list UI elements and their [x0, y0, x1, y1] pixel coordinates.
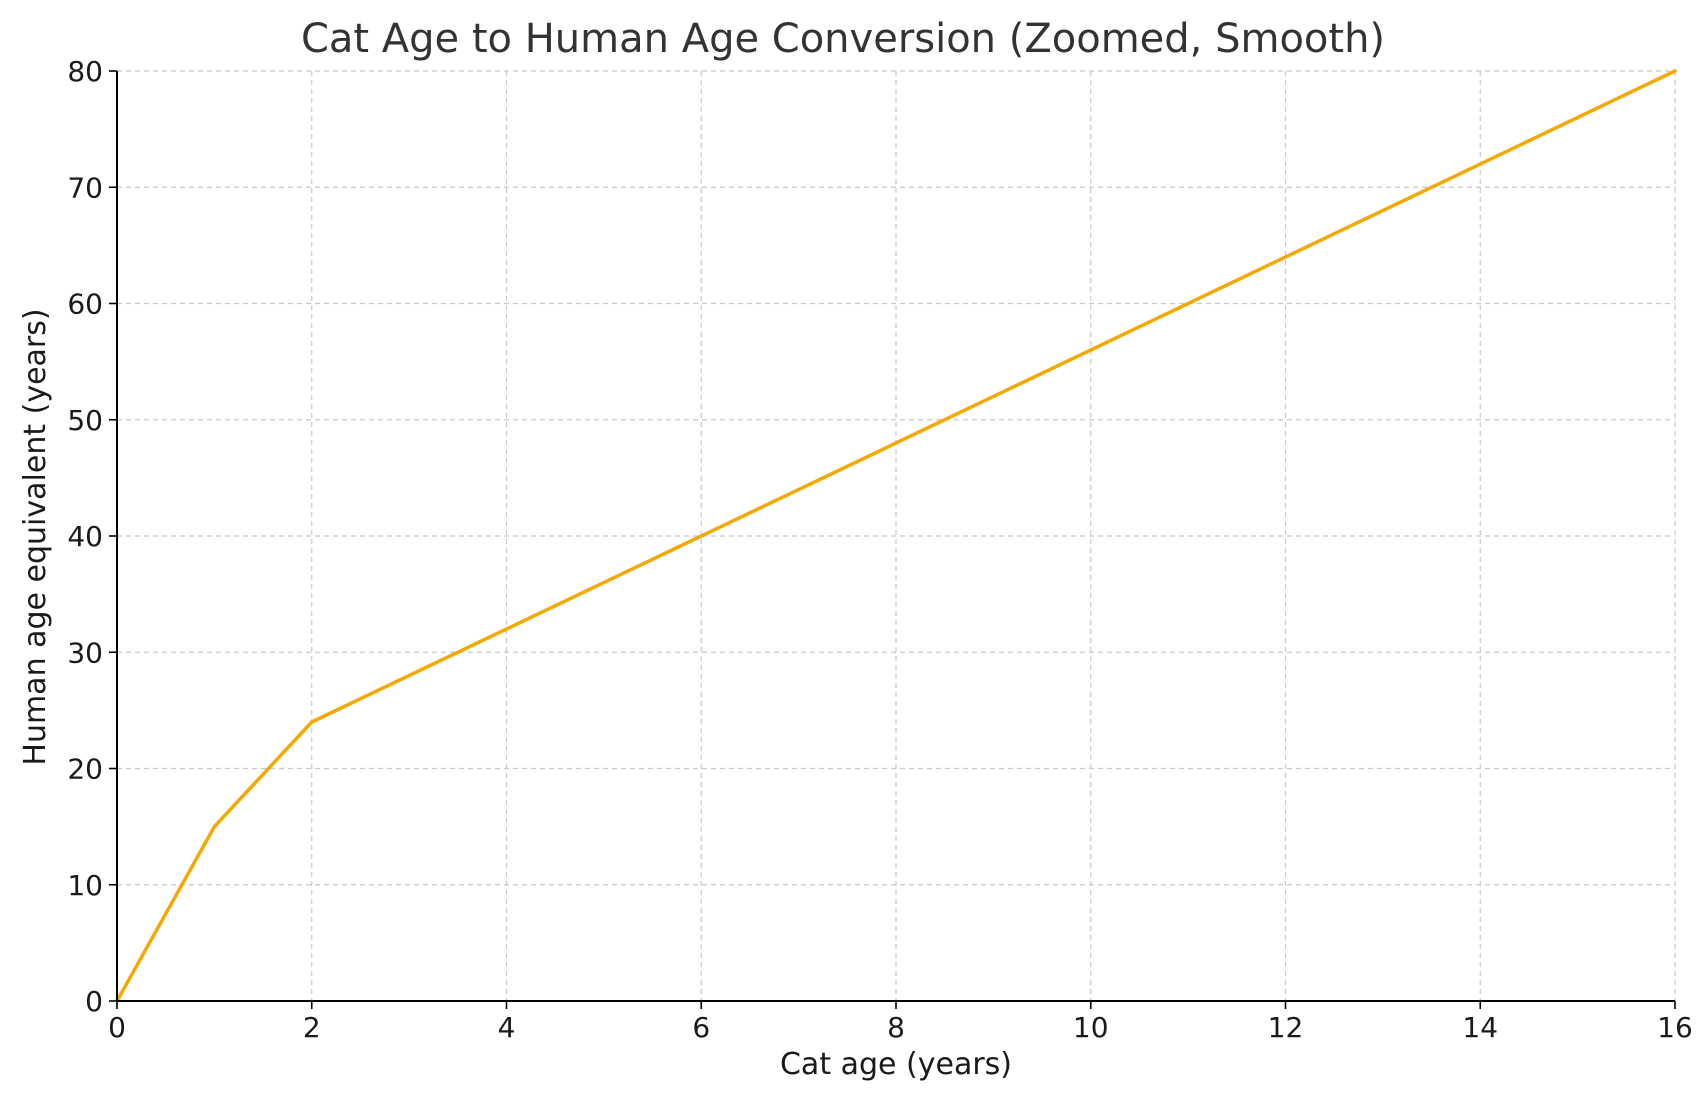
series-line-0 — [115, 69, 1677, 1003]
x-tick-label-8: 16 — [1657, 1011, 1693, 1044]
x-axis-label: Cat age (years) — [780, 1047, 1012, 1082]
chart-title: Cat Age to Human Age Conversion (Zoomed,… — [301, 16, 1385, 62]
grid — [116, 70, 1676, 1002]
x-tick-label-1: 2 — [303, 1011, 321, 1044]
x-tick-label-0: 0 — [108, 1011, 126, 1044]
x-tick-label-3: 6 — [692, 1011, 710, 1044]
x-tick-label-2: 4 — [498, 1011, 516, 1044]
x-tick-label-4: 8 — [887, 1011, 905, 1044]
y-tick-label-5: 50 — [67, 404, 103, 437]
y-tick-label-2: 20 — [67, 753, 103, 786]
y-tick-label-0: 0 — [85, 985, 103, 1018]
y-axis-label: Human age equivalent (years) — [18, 308, 53, 765]
y-tick-label-8: 80 — [67, 55, 103, 88]
series-layer — [115, 69, 1677, 1003]
y-tick-label-3: 30 — [67, 636, 103, 669]
y-tick-label-1: 10 — [67, 869, 103, 902]
y-ticks: 0 10 20 30 40 50 60 70 80 — [67, 55, 117, 1018]
x-tick-label-7: 14 — [1462, 1011, 1498, 1044]
y-tick-label-6: 60 — [67, 288, 103, 321]
x-tick-label-6: 12 — [1268, 1011, 1304, 1044]
x-tick-label-5: 10 — [1073, 1011, 1109, 1044]
y-tick-label-4: 40 — [67, 520, 103, 553]
x-ticks: 0 2 4 6 8 10 12 14 16 — [108, 1001, 1693, 1044]
y-tick-label-7: 70 — [67, 171, 103, 204]
